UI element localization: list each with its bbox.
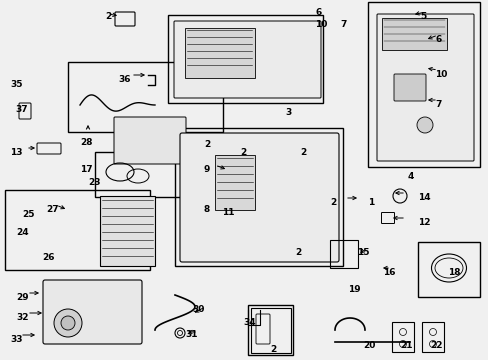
Bar <box>417 242 479 297</box>
Text: 24: 24 <box>16 228 29 237</box>
Text: 10: 10 <box>434 70 447 79</box>
Bar <box>184 28 254 78</box>
Text: 2: 2 <box>269 345 276 354</box>
Text: 1: 1 <box>367 198 373 207</box>
FancyBboxPatch shape <box>393 74 425 101</box>
Bar <box>391 322 413 352</box>
Text: 22: 22 <box>429 341 442 350</box>
Text: 37: 37 <box>15 105 27 114</box>
Text: 26: 26 <box>42 253 54 262</box>
Text: 30: 30 <box>192 305 204 314</box>
Text: 27: 27 <box>46 205 59 214</box>
Text: 12: 12 <box>417 218 429 227</box>
Text: 21: 21 <box>399 341 412 350</box>
Bar <box>367 2 479 167</box>
Text: 5: 5 <box>419 12 426 21</box>
Text: 19: 19 <box>347 285 360 294</box>
Bar <box>175 128 342 266</box>
Bar <box>381 18 446 50</box>
Bar <box>421 322 443 352</box>
Text: 2: 2 <box>203 140 210 149</box>
Text: 20: 20 <box>362 341 375 350</box>
Text: 17: 17 <box>80 165 92 174</box>
Bar <box>329 240 357 268</box>
Text: 8: 8 <box>203 205 210 214</box>
Text: 25: 25 <box>22 210 35 219</box>
Ellipse shape <box>54 309 82 337</box>
Text: 15: 15 <box>356 248 369 257</box>
Text: 10: 10 <box>314 20 326 29</box>
Text: 6: 6 <box>434 35 440 44</box>
Bar <box>100 196 155 266</box>
Ellipse shape <box>416 117 432 133</box>
FancyBboxPatch shape <box>376 14 473 161</box>
FancyBboxPatch shape <box>114 117 185 164</box>
Text: 23: 23 <box>88 178 101 187</box>
Text: 36: 36 <box>118 75 130 84</box>
Text: 29: 29 <box>16 293 29 302</box>
Text: 3: 3 <box>285 108 291 117</box>
Bar <box>247 305 292 355</box>
Text: 28: 28 <box>80 138 92 147</box>
Text: 2: 2 <box>299 148 305 157</box>
Text: 7: 7 <box>339 20 346 29</box>
Bar <box>215 155 254 210</box>
Text: 31: 31 <box>184 330 197 339</box>
Text: 35: 35 <box>10 80 22 89</box>
Bar <box>68 62 223 132</box>
Text: 13: 13 <box>10 148 22 157</box>
Text: 16: 16 <box>382 268 395 277</box>
Text: 4: 4 <box>407 172 413 181</box>
FancyBboxPatch shape <box>180 133 338 262</box>
Text: 2: 2 <box>105 12 111 21</box>
Text: 14: 14 <box>417 193 430 202</box>
Text: 2: 2 <box>240 148 246 157</box>
Bar <box>168 15 323 103</box>
FancyBboxPatch shape <box>43 280 142 344</box>
Bar <box>250 308 290 353</box>
Ellipse shape <box>61 316 75 330</box>
Text: 32: 32 <box>16 313 28 322</box>
Bar <box>5 190 150 270</box>
Text: 7: 7 <box>434 100 441 109</box>
Text: 11: 11 <box>222 208 234 217</box>
FancyBboxPatch shape <box>174 21 320 98</box>
Bar <box>95 152 184 197</box>
Text: 2: 2 <box>329 198 336 207</box>
Text: 9: 9 <box>203 165 210 174</box>
Text: 2: 2 <box>294 248 301 257</box>
Text: 18: 18 <box>447 268 460 277</box>
Text: 33: 33 <box>10 335 22 344</box>
Text: 34: 34 <box>243 318 255 327</box>
Text: 6: 6 <box>314 8 321 17</box>
